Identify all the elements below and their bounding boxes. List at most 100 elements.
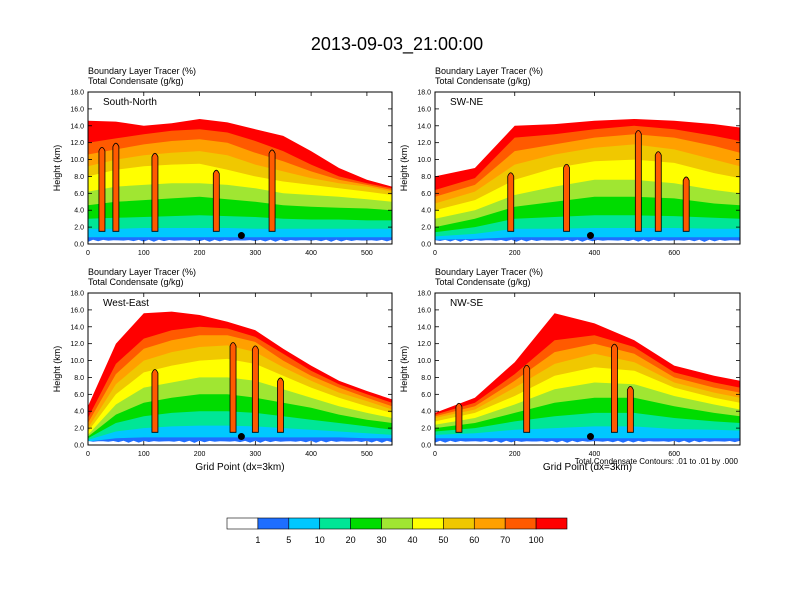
panel-nw-se: 0.0 2.0 4.0 6.0 8.0 10.0 12.0 14.0 16.0 18.0 0 200 4…	[399, 267, 741, 473]
y-tick-label: 12.0	[417, 140, 431, 147]
colorbar-swatch	[443, 517, 475, 530]
location-marker	[586, 433, 594, 441]
colorbar-swatch	[350, 517, 382, 530]
colorbar-label: 60	[469, 535, 479, 545]
condensate-contour	[611, 343, 618, 433]
y-tick-label: 18.0	[70, 90, 84, 97]
colorbar-label: 20	[346, 535, 356, 545]
y-tick-label: 10.0	[70, 358, 84, 365]
condensate-contour	[112, 142, 120, 232]
y-tick-label: 16.0	[70, 307, 84, 314]
y-tick-label: 18.0	[417, 90, 431, 97]
colorbar-swatch	[473, 517, 506, 530]
colorbar-swatch	[504, 517, 537, 530]
y-tick-label: 16.0	[417, 307, 431, 314]
y-tick-label: 0.0	[74, 242, 84, 249]
x-tick-label: 100	[138, 451, 150, 458]
x-axis-label: Grid Point (dx=3km)	[543, 462, 632, 473]
y-tick-label: 8.0	[421, 174, 431, 181]
panel-label: NW-SE	[450, 298, 483, 309]
y-tick-label: 16.0	[417, 106, 431, 113]
colorbar-label: 40	[407, 535, 417, 545]
y-tick-label: 10.0	[417, 358, 431, 365]
x-tick-label: 200	[509, 451, 521, 458]
plot-frame	[434, 292, 741, 446]
condensate-contour	[151, 152, 159, 232]
y-tick-label: 8.0	[74, 375, 84, 382]
y-tick-label: 10.0	[417, 157, 431, 164]
plot-frame	[87, 91, 393, 245]
panel-sw-ne: 0.0 2.0 4.0 6.0 8.0 10.0 12.0 14.0 16.0 18.0 0 200 4…	[399, 66, 741, 257]
panel-title-condensate: Total Condensate (g/kg)	[88, 76, 184, 86]
contour-footnote: Total Condensate Contours: .01 to .01 by…	[575, 457, 739, 466]
plot-frame	[434, 91, 741, 245]
y-tick-label: 4.0	[421, 208, 431, 215]
panel-title-tracer: Boundary Layer Tracer (%)	[88, 66, 196, 76]
panel-title-tracer: Boundary Layer Tracer (%)	[435, 267, 543, 277]
y-tick-label: 10.0	[70, 157, 84, 164]
condensate-contour	[523, 364, 531, 433]
x-tick-label: 200	[509, 250, 521, 257]
panel-label: South-North	[103, 97, 157, 108]
y-tick-label: 8.0	[74, 174, 84, 181]
condensate-contour	[563, 163, 570, 232]
y-tick-label: 14.0	[417, 324, 431, 331]
x-tick-label: 200	[194, 250, 206, 257]
x-tick-label: 0	[433, 451, 437, 458]
y-tick-label: 0.0	[421, 443, 431, 450]
y-tick-label: 6.0	[74, 392, 84, 399]
colorbar-swatch	[226, 517, 259, 530]
x-tick-label: 400	[589, 250, 601, 257]
terrain	[88, 239, 392, 244]
condensate-contour	[151, 369, 159, 433]
terrain	[435, 440, 740, 445]
panel-title-condensate: Total Condensate (g/kg)	[88, 277, 184, 287]
colorbar-label: 70	[500, 535, 510, 545]
terrain	[88, 440, 392, 445]
panel-label: West-East	[103, 298, 149, 309]
y-tick-label: 4.0	[74, 208, 84, 215]
x-tick-label: 0	[86, 451, 90, 458]
location-marker	[237, 433, 245, 441]
y-tick-label: 6.0	[421, 191, 431, 198]
colorbar-swatch	[288, 517, 321, 530]
condensate-contour	[212, 169, 220, 232]
colorbar: 1 5 10 20 30 40 50 60 70 100	[226, 517, 568, 545]
y-tick-label: 4.0	[74, 409, 84, 416]
x-tick-label: 500	[361, 250, 373, 257]
x-tick-label: 400	[305, 250, 317, 257]
y-axis-label: Height (km)	[399, 145, 409, 192]
colorbar-label: 5	[286, 535, 291, 545]
panel-title-tracer: Boundary Layer Tracer (%)	[88, 267, 196, 277]
panel-title-tracer: Boundary Layer Tracer (%)	[435, 66, 543, 76]
colorbar-label: 100	[529, 535, 544, 545]
y-tick-label: 2.0	[421, 426, 431, 433]
y-axis-label: Height (km)	[399, 346, 409, 393]
plot-frame	[87, 292, 393, 446]
y-tick-label: 12.0	[70, 140, 84, 147]
terrain	[435, 239, 740, 244]
x-tick-label: 400	[305, 451, 317, 458]
x-tick-label: 600	[668, 451, 680, 458]
y-tick-label: 18.0	[417, 291, 431, 298]
colorbar-label: 1	[255, 535, 260, 545]
colorbar-swatch	[319, 517, 351, 530]
panel-title-condensate: Total Condensate (g/kg)	[435, 277, 531, 287]
x-tick-label: 300	[249, 451, 261, 458]
x-tick-label: 600	[668, 250, 680, 257]
panel-west-east: 0.0 2.0 4.0 6.0 8.0 10.0 12.0 14.0 16.0 18.0 0 100 2…	[52, 267, 393, 473]
y-tick-label: 8.0	[421, 375, 431, 382]
condensate-contour	[626, 386, 634, 433]
colorbar-swatch	[412, 517, 444, 530]
condensate-contour	[251, 345, 259, 433]
y-tick-label: 2.0	[74, 426, 84, 433]
y-axis-label: Height (km)	[52, 145, 62, 192]
location-marker	[237, 232, 245, 240]
colorbar-label: 30	[377, 535, 387, 545]
y-tick-label: 14.0	[70, 324, 84, 331]
x-tick-label: 0	[433, 250, 437, 257]
x-tick-label: 0	[86, 250, 90, 257]
panel-label: SW-NE	[450, 97, 483, 108]
y-tick-label: 12.0	[417, 341, 431, 348]
condensate-contour	[654, 151, 662, 232]
